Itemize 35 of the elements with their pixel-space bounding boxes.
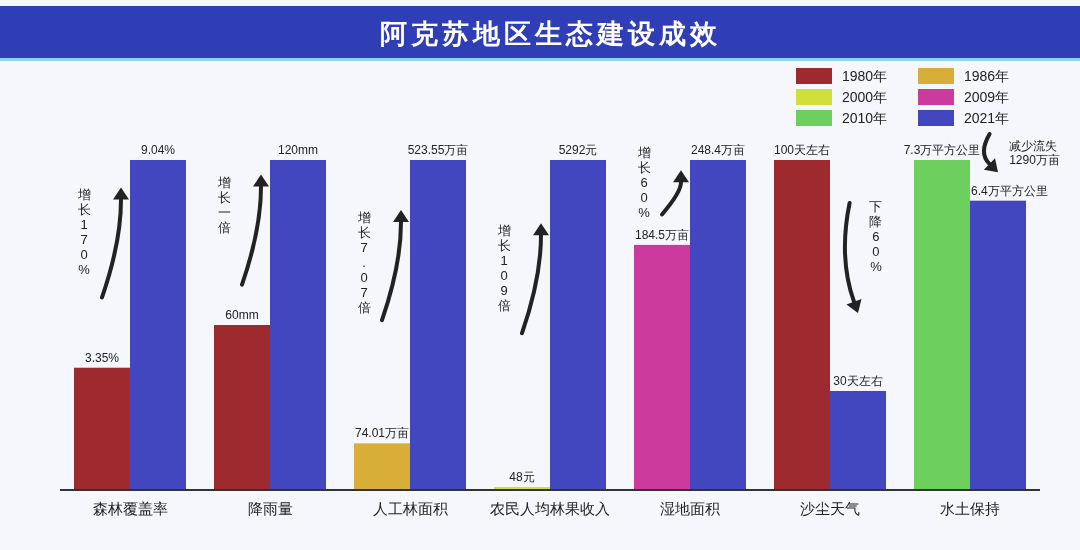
data-label: 120mm bbox=[278, 143, 318, 157]
data-label: 5292元 bbox=[558, 143, 598, 157]
annotation: 下降60% bbox=[869, 199, 883, 274]
annotation: 增长109倍 bbox=[497, 223, 511, 314]
legend-label: 2010年 bbox=[842, 110, 888, 126]
data-label: 248.4万亩 bbox=[691, 143, 745, 157]
data-label: 6.4万平方公里 bbox=[971, 183, 1048, 198]
legend-label: 2000年 bbox=[842, 89, 888, 105]
title: 阿克苏地区生态建设成效 bbox=[379, 19, 721, 49]
data-label: 523.55万亩 bbox=[407, 143, 469, 157]
data-label: 74.01万亩 bbox=[354, 426, 409, 441]
legend-label: 2021年 bbox=[964, 110, 1010, 126]
legend-label: 1980年 bbox=[842, 68, 888, 84]
annotation: 减少流失 1290万亩 bbox=[1009, 139, 1060, 168]
category-label: 沙尘天气 bbox=[800, 500, 860, 517]
category-label: 人工林面积 bbox=[372, 500, 448, 517]
annotation: 增长一倍 bbox=[217, 174, 231, 235]
data-label: 9.04% bbox=[141, 143, 175, 157]
data-label: 30天左右 bbox=[833, 374, 883, 388]
data-label: 7.3万平方公里 bbox=[903, 143, 981, 157]
category-label: 农民人均林果收入 bbox=[490, 500, 610, 517]
data-label: 100天左右 bbox=[774, 143, 830, 157]
data-label: 60mm bbox=[225, 308, 259, 322]
category-label: 湿地面积 bbox=[660, 500, 720, 517]
category-label: 森林覆盖率 bbox=[92, 500, 168, 517]
data-label: 48元 bbox=[509, 470, 535, 484]
legend-label: 2009年 bbox=[964, 89, 1010, 105]
category-label: 水土保持 bbox=[940, 500, 1000, 517]
data-label: 184.5万亩 bbox=[634, 227, 689, 242]
annotation: 增长170% bbox=[77, 187, 91, 278]
category-label: 降雨量 bbox=[247, 500, 293, 517]
data-label: 3.35% bbox=[85, 350, 119, 365]
legend-label: 1986年 bbox=[964, 68, 1010, 84]
annotation: 增长60% bbox=[637, 144, 651, 220]
annotation: 增长7.07倍 bbox=[357, 210, 371, 316]
